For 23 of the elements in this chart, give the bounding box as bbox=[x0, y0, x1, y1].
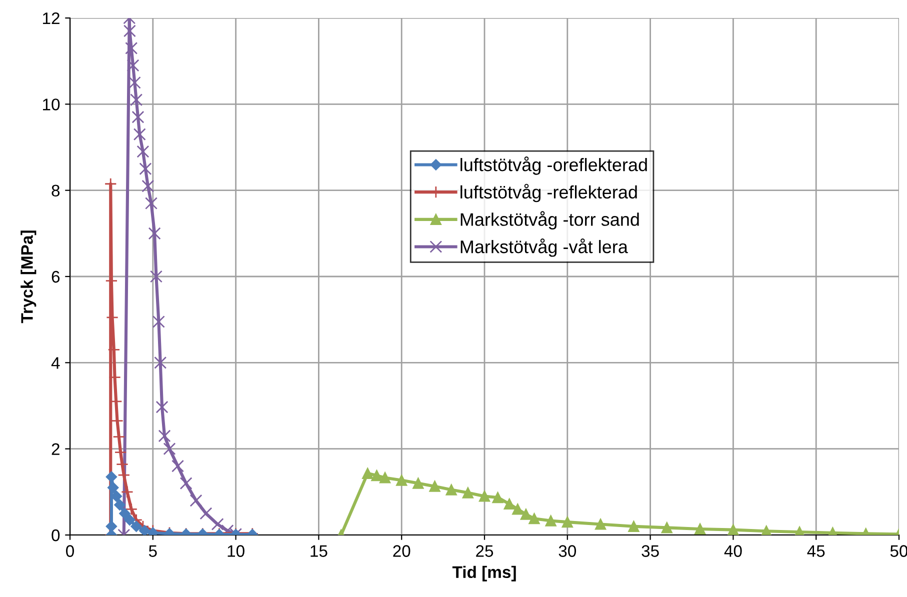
y-tick-label: 6 bbox=[52, 270, 60, 283]
x-tick-label: 30 bbox=[558, 545, 576, 557]
legend-label: luftstötvåg -reflekterad bbox=[460, 184, 637, 202]
y-tick-label: 0 bbox=[52, 529, 60, 542]
x-axis-title: Tid [ms] bbox=[452, 566, 516, 582]
y-tick-label: 12 bbox=[43, 12, 60, 24]
x-tick-label: 5 bbox=[148, 545, 157, 557]
x-tick-label: 25 bbox=[476, 545, 494, 557]
y-tick-label: 10 bbox=[43, 98, 60, 110]
x-tick-label: 0 bbox=[66, 545, 74, 557]
x-tick-label: 15 bbox=[310, 545, 328, 557]
legend-label: Markstötvåg -våt lera bbox=[460, 238, 628, 257]
legend-label: Markstötvåg -torr sand bbox=[460, 211, 639, 230]
x-tick-label: 35 bbox=[642, 545, 659, 557]
x-tick-label: 40 bbox=[724, 545, 742, 557]
x-tick-label: 45 bbox=[807, 545, 825, 557]
x-tick-label: 10 bbox=[228, 545, 244, 557]
y-tick-label: 2 bbox=[52, 443, 60, 455]
y-axis-title: Tryck [MPa] bbox=[20, 230, 36, 324]
y-tick-label: 4 bbox=[51, 357, 60, 369]
x-tick-label: 20 bbox=[393, 545, 410, 557]
legend-label: luftstötvåg -oreflekterad bbox=[460, 156, 647, 175]
y-tick-label: 8 bbox=[52, 184, 60, 197]
